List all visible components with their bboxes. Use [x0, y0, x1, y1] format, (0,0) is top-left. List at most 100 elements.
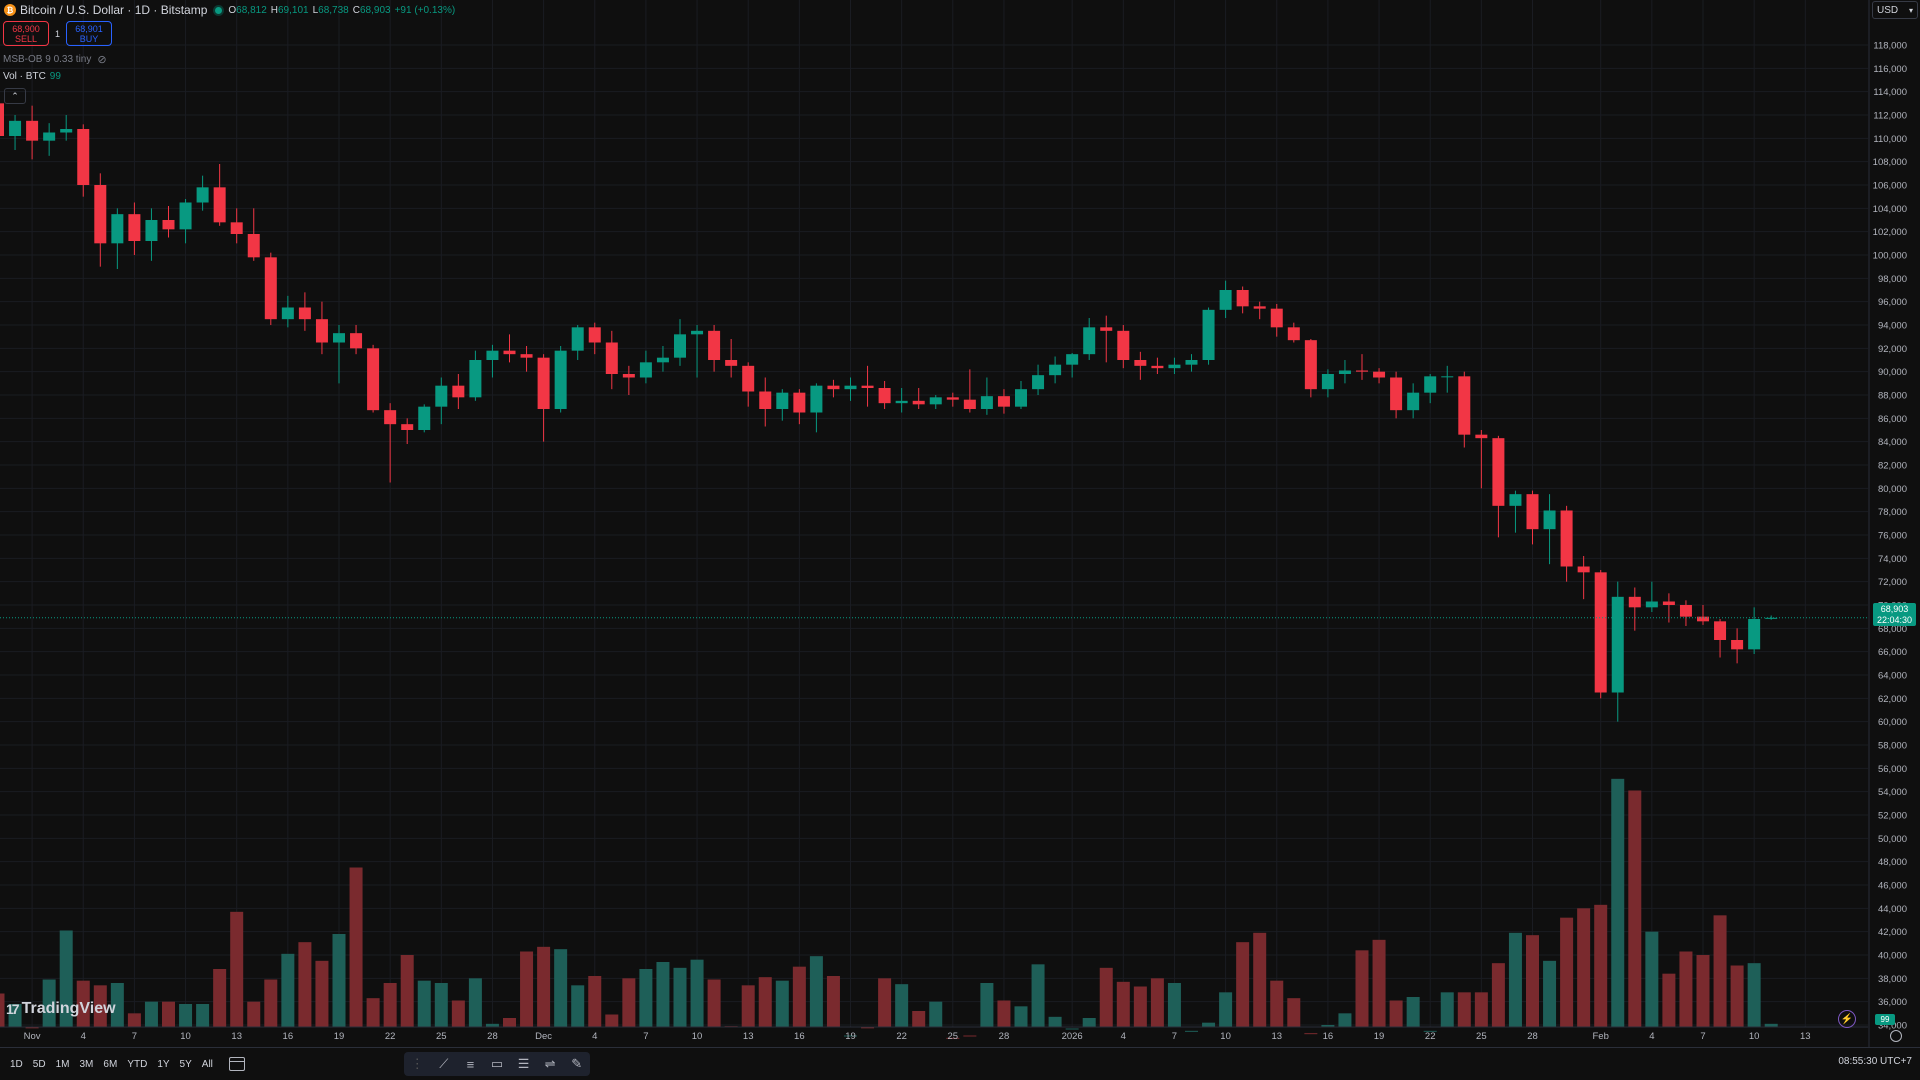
parallel-channel-icon[interactable]: ≡	[466, 1056, 475, 1072]
candle	[1168, 357, 1181, 374]
candle	[128, 202, 141, 255]
candle	[1458, 371, 1471, 448]
candle-body	[1731, 640, 1744, 650]
collapse-legend-button[interactable]: ⌃	[4, 88, 26, 104]
volume-legend[interactable]: Vol · BTC 99	[3, 71, 61, 82]
price-tick-label: 50,000	[1878, 834, 1907, 845]
candle-body	[367, 348, 380, 411]
alert-icon[interactable]: ⚡	[1838, 1010, 1856, 1028]
candle-body	[639, 362, 652, 378]
candle	[1543, 494, 1556, 565]
volume-bar	[997, 1000, 1011, 1027]
volume-bar	[792, 966, 806, 1027]
candle-body	[401, 424, 414, 430]
volume-bar	[196, 1004, 210, 1027]
candle-body	[1338, 370, 1351, 374]
candle-body	[179, 202, 192, 230]
range-1y[interactable]: 1Y	[157, 1058, 170, 1070]
candle-body	[1066, 354, 1079, 365]
candle	[1202, 307, 1215, 365]
candle	[1714, 619, 1727, 658]
range-6m[interactable]: 6M	[103, 1058, 118, 1070]
price-axis[interactable]: 118,000 116,000 114,000 112,000 110,000 108,0…	[1868, 0, 1907, 1047]
volume-bar	[1031, 964, 1045, 1027]
price-tick-label: 56,000	[1878, 764, 1907, 775]
candle	[1032, 364, 1045, 395]
symbol-header: ₿ Bitcoin / U.S. Dollar · 1D · Bitstamp …	[0, 0, 459, 20]
price-tick-label: 68,000	[1878, 624, 1907, 635]
time-tick-label: 28	[487, 1031, 498, 1042]
time-tick-label: 2026	[1062, 1031, 1083, 1042]
brush-icon[interactable]: ✎	[571, 1056, 583, 1071]
candle-body	[1594, 572, 1607, 693]
buy-button[interactable]: 68,901 BUY	[66, 21, 113, 46]
candle	[452, 374, 465, 409]
range-3m[interactable]: 3M	[79, 1058, 94, 1070]
ohlc-close: C68,903	[352, 4, 391, 16]
fib-retracement-icon[interactable]: ☰	[517, 1056, 530, 1071]
volume-bar	[980, 983, 994, 1027]
price-tick-label: 84,000	[1878, 437, 1907, 448]
volume-bar	[1440, 992, 1454, 1027]
range-1m[interactable]: 1M	[55, 1058, 70, 1070]
volume-bar	[1491, 963, 1505, 1027]
rectangle-icon[interactable]: ▭	[490, 1056, 504, 1071]
volume-bar	[162, 1001, 175, 1027]
candle	[997, 389, 1010, 414]
range-1d[interactable]: 1D	[10, 1058, 23, 1070]
time-tick-label: 25	[436, 1031, 447, 1042]
trend-line-icon[interactable]: ⟋	[439, 1056, 449, 1071]
price-tick-label: 96,000	[1878, 297, 1907, 308]
eye-hidden-icon[interactable]: ⊘	[97, 54, 107, 66]
candle	[1407, 383, 1420, 419]
price-tick-label: 78,000	[1878, 507, 1907, 518]
indicator-legend[interactable]: MSB-OB 9 0.33 tiny ⊘	[3, 53, 107, 66]
candle-body	[435, 385, 448, 407]
time-axis[interactable]: Nov 4 7 10 13 16 19 22 25 28 Dec 4 7 10 13 16 19 22 25 28 20…	[0, 1026, 1868, 1042]
candle	[1424, 374, 1437, 404]
price-tick-label: 44,000	[1878, 904, 1907, 915]
drag-handle-icon[interactable]: ⋮	[410, 1056, 424, 1071]
time-tick-label: 13	[231, 1031, 242, 1042]
candle	[759, 377, 772, 427]
price-tick-label: 92,000	[1878, 344, 1907, 355]
candle	[1287, 322, 1300, 343]
symbol-title[interactable]: Bitcoin / U.S. Dollar · 1D · Bitstamp	[20, 3, 208, 17]
long-position-icon[interactable]: ⇌	[544, 1056, 556, 1071]
range-ytd[interactable]: YTD	[127, 1058, 148, 1070]
tradingview-logo[interactable]: 17 TradingView	[6, 1000, 116, 1017]
price-tick-label: 80,000	[1878, 484, 1907, 495]
time-tick-label: 10	[692, 1031, 703, 1042]
date-range-selector: 1D 5D 1M 3M 6M YTD 1Y 5Y All	[6, 1057, 217, 1072]
timezone-clock[interactable]: 08:55:30 UTC+7	[1838, 1056, 1912, 1067]
candle-body	[776, 392, 789, 409]
candle	[827, 379, 840, 398]
candle-body	[1356, 370, 1368, 372]
indicator-label: MSB-OB 9 0.33 tiny	[3, 54, 92, 65]
candle	[486, 344, 499, 378]
volume-bar	[929, 1001, 943, 1027]
calendar-icon[interactable]	[228, 1057, 245, 1071]
currency-selector[interactable]: USD ▾	[1872, 1, 1918, 19]
sell-button[interactable]: 68,900 SELL	[3, 21, 49, 46]
candle	[1083, 318, 1096, 360]
candle	[810, 383, 823, 433]
range-5y[interactable]: 5Y	[179, 1058, 192, 1070]
range-5d[interactable]: 5D	[32, 1058, 46, 1070]
price-tick-label: 48,000	[1878, 857, 1907, 868]
candle	[1066, 353, 1079, 378]
candle-body	[946, 397, 959, 400]
time-tick-label: 10	[1749, 1031, 1760, 1042]
candle-body	[298, 307, 311, 320]
candle	[1117, 325, 1130, 369]
candle-body	[1560, 510, 1573, 567]
time-tick-label: Dec	[535, 1031, 552, 1042]
volume-bar	[520, 951, 534, 1027]
volume-bar	[298, 942, 312, 1027]
range-all[interactable]: All	[201, 1058, 213, 1070]
candle	[247, 208, 260, 261]
candle-body	[1611, 596, 1624, 693]
settings-icon[interactable]	[1890, 1030, 1902, 1042]
candle	[350, 325, 363, 355]
